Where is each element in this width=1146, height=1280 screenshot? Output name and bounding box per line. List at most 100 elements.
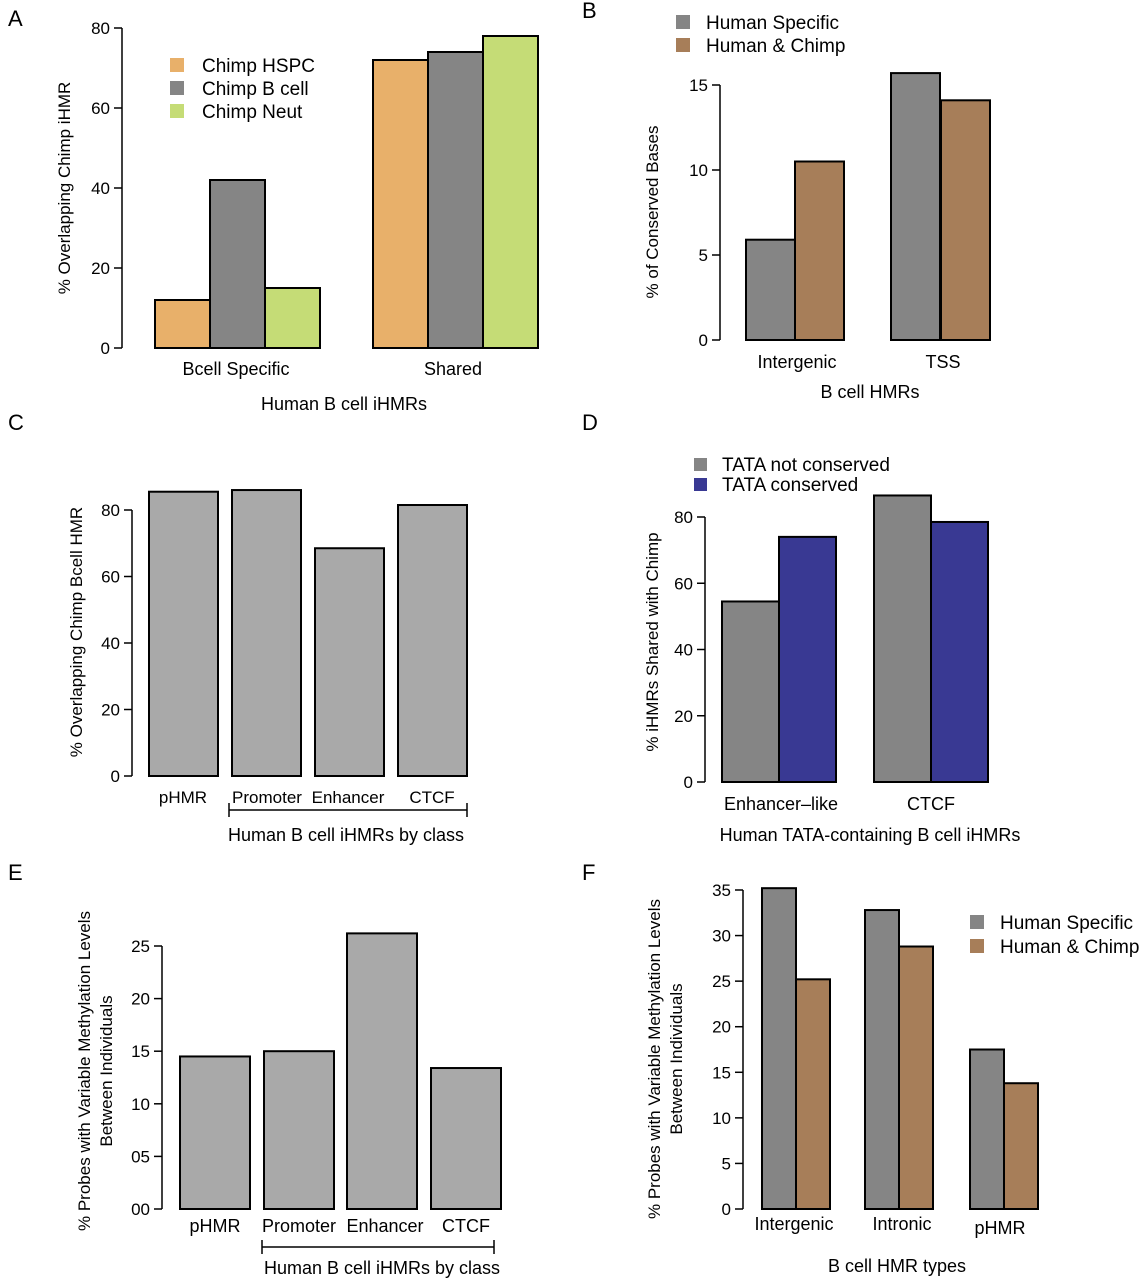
panel-letter: C (8, 410, 24, 435)
y-tick-label: 10 (131, 1095, 150, 1114)
legend-label: TATA not conserved (722, 455, 890, 476)
category-label: pHMR (974, 1218, 1025, 1238)
bar (482, 35, 539, 349)
category-label: CTCF (442, 1216, 490, 1236)
y-tick-label: 0 (699, 331, 708, 350)
y-tick-label: 60 (674, 574, 693, 593)
y-tick-label: 40 (101, 634, 120, 653)
y-tick-label: 0 (722, 1200, 731, 1219)
bar (721, 600, 780, 783)
y-tick-label: 20 (674, 707, 693, 726)
legend-swatch (170, 81, 184, 95)
category-label: pHMR (159, 788, 207, 807)
x-axis-label: B cell HMR types (828, 1256, 966, 1276)
category-label: Intergenic (754, 1214, 833, 1234)
category-label: Shared (424, 359, 482, 379)
y-axis-label: Between Individuals (667, 983, 686, 1134)
panel-e: E 00 05 10 15 20 25 pHMR Promoter Enhancer CTCF Hum… (8, 860, 502, 1278)
legend-label: Human & Chimp (1000, 937, 1139, 958)
x-axis-label: B cell HMRs (820, 382, 919, 402)
y-axis-label: % Overlapping Chimp Bcell HMR (67, 507, 86, 757)
panel-c: C 0 20 40 60 80 pHMR Promoter Enhancer CTCF Human … (8, 410, 468, 845)
x-axis-label: Human B cell iHMRs by class (264, 1258, 500, 1278)
y-tick-label: 80 (674, 508, 693, 527)
category-label: Enhancer (312, 788, 385, 807)
legend-swatch (676, 15, 690, 29)
x-axis-label: Human TATA-containing B cell iHMRs (720, 825, 1021, 845)
category-label: Enhancer (346, 1216, 423, 1236)
bar (209, 179, 266, 349)
legend-swatch (694, 478, 707, 491)
y-tick-label: 25 (712, 972, 731, 991)
x-axis-label: Human B cell iHMRs (261, 394, 427, 414)
category-label: Promoter (232, 788, 302, 807)
y-tick-label: 25 (131, 937, 150, 956)
y-tick-label: 0 (684, 773, 693, 792)
bar (346, 932, 418, 1210)
panel-f: F 0 5 10 15 20 25 30 35 Intergenic Intronic pHMR B c… (582, 860, 1139, 1276)
legend-swatch (676, 38, 690, 52)
y-tick-label: 40 (91, 179, 110, 198)
y-tick-label: 35 (712, 881, 731, 900)
y-tick-label: 15 (131, 1042, 150, 1061)
y-tick-label: 15 (712, 1063, 731, 1082)
legend-swatch (970, 915, 984, 929)
panel-letter: A (8, 6, 23, 31)
category-label: pHMR (189, 1216, 240, 1236)
bar (372, 59, 429, 349)
bar (231, 489, 302, 777)
legend-swatch (170, 104, 184, 118)
bar (264, 287, 321, 349)
y-tick-label: 60 (91, 99, 110, 118)
bar (864, 909, 900, 1211)
legend-label: Human & Chimp (706, 36, 845, 57)
y-tick-label: 10 (689, 161, 708, 180)
panel-letter: F (582, 860, 595, 885)
y-tick-label: 05 (131, 1147, 150, 1166)
bar (179, 1055, 251, 1210)
y-tick-label: 10 (712, 1109, 731, 1128)
legend-label: Chimp Neut (202, 102, 303, 123)
y-axis-label: % Probes with Variable Methylation Level… (645, 899, 664, 1219)
y-axis-label: % Overlapping Chimp iHMR (55, 82, 74, 295)
y-tick-label: 60 (101, 568, 120, 587)
bar (795, 978, 831, 1210)
bar (427, 51, 484, 349)
bar (794, 160, 845, 341)
panel-d: D 0 20 40 60 80 Enhancer–like CTCF Human TATA-co… (582, 410, 1020, 845)
y-tick-label: 5 (699, 246, 708, 265)
y-tick-label: 80 (91, 19, 110, 38)
bar (263, 1050, 335, 1210)
y-axis-label: % Probes with Variable Methylation Level… (75, 911, 94, 1231)
y-tick-label: 40 (674, 641, 693, 660)
category-label: TSS (925, 352, 960, 372)
bar (898, 945, 934, 1210)
bar (148, 490, 219, 777)
legend-label: Chimp B cell (202, 79, 309, 100)
legend-swatch (170, 58, 184, 72)
y-tick-label: 0 (111, 767, 120, 786)
category-label: Intergenic (757, 352, 836, 372)
y-axis-label: % iHMRs Shared with Chimp (643, 532, 662, 751)
x-axis-label: Human B cell iHMRs by class (228, 825, 464, 845)
bar (930, 520, 989, 783)
bar (778, 535, 837, 783)
bar (397, 504, 468, 777)
category-label: Promoter (262, 1216, 336, 1236)
y-axis-label: % of Conserved Bases (643, 126, 662, 299)
y-tick-label: 20 (131, 990, 150, 1009)
y-tick-label: 30 (712, 927, 731, 946)
y-tick-label: 20 (101, 701, 120, 720)
bar (154, 299, 211, 349)
panel-a: A 0 20 40 60 80 Bcell Specific Shared Human B ce… (8, 6, 539, 414)
bar (761, 887, 797, 1210)
bar (890, 72, 941, 341)
category-label: Bcell Specific (182, 359, 289, 379)
panel-letter: E (8, 860, 23, 885)
legend-label: Human Specific (706, 13, 839, 34)
